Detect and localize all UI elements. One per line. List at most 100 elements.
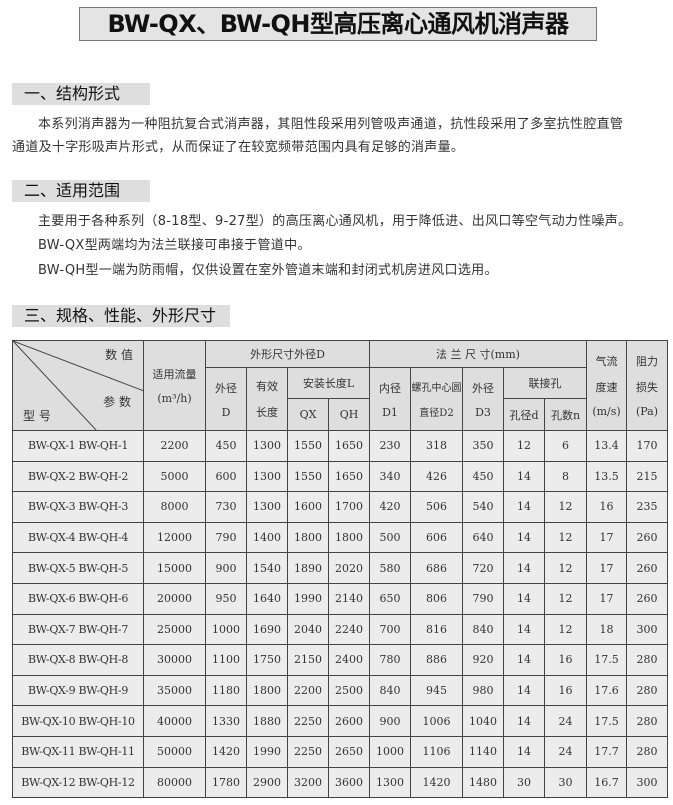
header-hole-d: 孔径d bbox=[503, 398, 545, 431]
value-cell: 300 bbox=[626, 766, 668, 799]
header-d3: 外径 D3 bbox=[462, 367, 504, 431]
header-text: 外径 bbox=[215, 381, 237, 395]
table-row: BW-QX-2 BW-QH-2 5000 600 1300 1550 1650 340 426… bbox=[12, 460, 668, 493]
paragraph-line: BW-QH型一端为防雨帽，仅供设置在室外管道末端和封闭式机房进风口选用。 bbox=[38, 263, 498, 278]
value-cell: 2240 bbox=[328, 613, 370, 646]
value-cell: 18 bbox=[586, 613, 627, 646]
value-cell: 13.4 bbox=[586, 430, 627, 462]
model-cell: BW-QX-9 BW-QH-9 bbox=[12, 674, 144, 707]
value-cell: 540 bbox=[462, 491, 504, 523]
value-cell: 260 bbox=[626, 582, 668, 615]
value-cell: 420 bbox=[369, 491, 411, 523]
value-cell: 14 bbox=[503, 613, 545, 646]
value-cell: 24 bbox=[544, 735, 587, 768]
model-cell: BW-QX-1 BW-QH-1 bbox=[12, 430, 144, 462]
header-d1: 内径 D1 bbox=[369, 367, 411, 431]
value-cell: 720 bbox=[462, 552, 504, 584]
model-cell: BW-QX-2 BW-QH-2 bbox=[12, 460, 144, 493]
value-cell: 580 bbox=[369, 552, 411, 584]
value-cell: 14 bbox=[503, 552, 545, 584]
header-text: 外径 bbox=[472, 381, 494, 395]
value-cell: 920 bbox=[462, 644, 504, 676]
value-cell: 1300 bbox=[246, 460, 288, 493]
corner-model-label: 型 号 bbox=[23, 409, 51, 423]
value-cell: 40000 bbox=[143, 705, 206, 737]
value-cell: 1650 bbox=[328, 430, 370, 462]
value-cell: 1780 bbox=[205, 766, 247, 799]
value-cell: 3200 bbox=[287, 766, 329, 799]
value-cell: 14 bbox=[503, 582, 545, 615]
value-cell: 1000 bbox=[369, 735, 411, 768]
value-cell: 1800 bbox=[287, 521, 329, 554]
value-cell: 900 bbox=[205, 552, 247, 584]
value-cell: 2150 bbox=[287, 644, 329, 676]
table-row: BW-QX-8 BW-QH-8 30000 1100 1750 2150 2400 780 8… bbox=[12, 644, 668, 676]
header-outer-d: 外径 D bbox=[205, 367, 247, 431]
value-cell: 1540 bbox=[246, 552, 288, 584]
value-cell: 840 bbox=[462, 613, 504, 646]
header-d2: 螺孔中心圆 直径D2 bbox=[410, 367, 463, 431]
value-cell: 450 bbox=[462, 460, 504, 493]
value-cell: 2600 bbox=[328, 705, 370, 737]
value-cell: 1300 bbox=[246, 430, 288, 462]
header-hole-n: 孔数n bbox=[544, 398, 587, 431]
value-cell: 1420 bbox=[410, 766, 463, 799]
value-cell: 16 bbox=[544, 644, 587, 676]
header-eff-len: 有效 长度 bbox=[246, 367, 288, 431]
model-cell: BW-QX-6 BW-QH-6 bbox=[12, 582, 144, 615]
header-text: 直径D2 bbox=[419, 408, 454, 419]
table-row: BW-QX-3 BW-QH-3 8000 730 1300 1600 1700 420 506… bbox=[12, 491, 668, 523]
value-cell: 14 bbox=[503, 521, 545, 554]
value-cell: 14 bbox=[503, 705, 545, 737]
value-cell: 8 bbox=[544, 460, 587, 493]
value-cell: 260 bbox=[626, 521, 668, 554]
value-cell: 1800 bbox=[328, 521, 370, 554]
value-cell: 2250 bbox=[287, 735, 329, 768]
header-text: D1 bbox=[382, 405, 398, 419]
value-cell: 1000 bbox=[205, 613, 247, 646]
diagonal-lines bbox=[13, 341, 143, 430]
paragraph-line: BW-QX型两端均为法兰联接可串接于管道中。 bbox=[38, 238, 311, 253]
header-outer-group: 外形尺寸外径D bbox=[205, 340, 370, 368]
value-cell: 1640 bbox=[246, 582, 288, 615]
value-cell: 1330 bbox=[205, 705, 247, 737]
value-cell: 50000 bbox=[143, 735, 206, 768]
value-cell: 2020 bbox=[328, 552, 370, 584]
value-cell: 816 bbox=[410, 613, 463, 646]
value-cell: 170 bbox=[626, 430, 668, 462]
value-cell: 2200 bbox=[287, 674, 329, 707]
value-cell: 606 bbox=[410, 521, 463, 554]
value-cell: 780 bbox=[369, 644, 411, 676]
value-cell: 1480 bbox=[462, 766, 504, 799]
value-cell: 230 bbox=[369, 430, 411, 462]
model-cell: BW-QX-11 BW-QH-11 bbox=[12, 735, 144, 768]
table-row: BW-QX-1 BW-QH-1 2200 450 1300 1550 1650 230 318… bbox=[12, 430, 668, 462]
value-cell: 1550 bbox=[287, 460, 329, 493]
header-text: 阻力 bbox=[636, 355, 658, 368]
section-heading-structure: 一、结构形式 bbox=[12, 83, 150, 105]
header-text: 长度 bbox=[256, 406, 278, 419]
value-cell: 20000 bbox=[143, 582, 206, 615]
value-cell: 640 bbox=[462, 521, 504, 554]
value-cell: 1700 bbox=[328, 491, 370, 523]
table-row: BW-QX-9 BW-QH-9 35000 1180 1800 2200 2500 840 9… bbox=[12, 674, 668, 707]
value-cell: 2040 bbox=[287, 613, 329, 646]
value-cell: 12000 bbox=[143, 521, 206, 554]
value-cell: 1650 bbox=[328, 460, 370, 493]
value-cell: 17.5 bbox=[586, 705, 627, 737]
value-cell: 6 bbox=[544, 430, 587, 462]
value-cell: 1600 bbox=[287, 491, 329, 523]
value-cell: 24 bbox=[544, 705, 587, 737]
value-cell: 260 bbox=[626, 552, 668, 584]
header-text: 内径 bbox=[379, 381, 401, 395]
value-cell: 12 bbox=[544, 491, 587, 523]
value-cell: 1690 bbox=[246, 613, 288, 646]
value-cell: 950 bbox=[205, 582, 247, 615]
section-heading-specs: 三、规格、性能、外形尺寸 bbox=[12, 305, 230, 327]
model-cell: BW-QX-5 BW-QH-5 bbox=[12, 552, 144, 584]
paragraph-line: 本系列消声器为一种阻抗复合式消声器，其阻性段采用列管吸声通道，抗性段采用了多室抗… bbox=[38, 117, 624, 132]
value-cell: 235 bbox=[626, 491, 668, 523]
header-text: 有效 bbox=[256, 380, 278, 393]
value-cell: 17 bbox=[586, 552, 627, 584]
value-cell: 3600 bbox=[328, 766, 370, 799]
